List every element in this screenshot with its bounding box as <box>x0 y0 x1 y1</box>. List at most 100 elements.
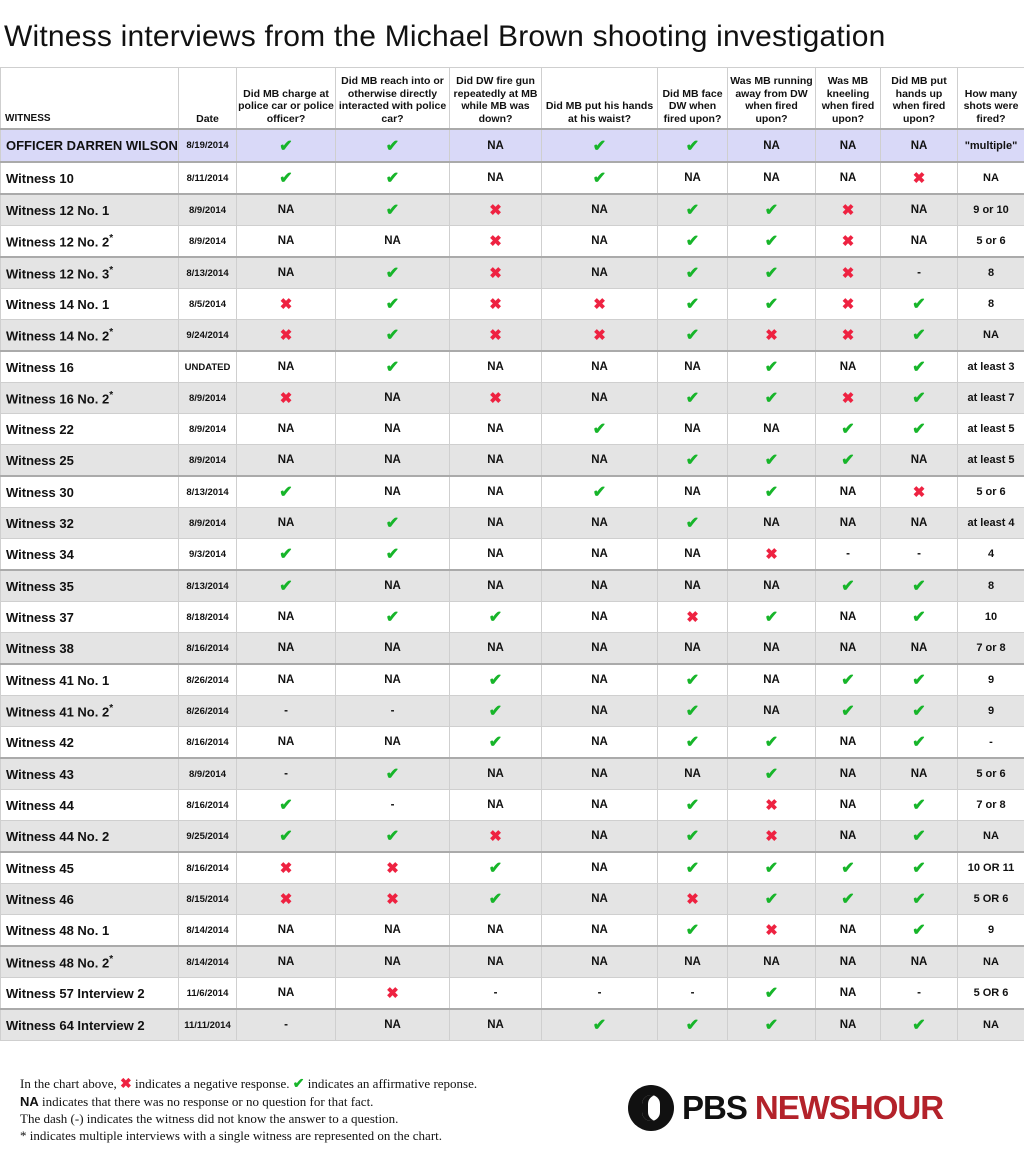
witness-name: Witness 12 No. 2* <box>0 225 179 258</box>
response-cell: - <box>880 256 958 289</box>
check-icon: ✔ <box>880 601 958 633</box>
response-cell: NA <box>449 128 542 163</box>
header-charge: Did MB charge at police car or police of… <box>236 67 336 130</box>
response-cell: NA <box>541 757 658 790</box>
response-cell: NA <box>236 945 336 978</box>
response-cell: NA <box>236 413 336 445</box>
interview-date: 9/25/2014 <box>178 820 237 853</box>
response-cell: NA <box>541 632 658 665</box>
response-cell: NA <box>727 695 816 727</box>
witness-name: Witness 41 No. 2* <box>0 695 179 727</box>
x-icon: ✖ <box>815 225 881 258</box>
check-icon: ✔ <box>449 851 542 884</box>
response-cell: NA <box>657 475 728 508</box>
response-cell: NA <box>541 256 658 289</box>
witness-name: Witness 16 No. 2* <box>0 382 179 414</box>
response-cell: NA <box>449 538 542 571</box>
x-icon: ✖ <box>815 319 881 352</box>
check-icon: ✔ <box>880 382 958 414</box>
header-date: Date <box>178 67 237 130</box>
table-row: Witness 44 No. 2 9/25/2014 ✔ ✔ ✖ NA ✔ ✖ NA ✔ NA <box>0 820 1024 853</box>
interview-date: 8/14/2014 <box>178 945 237 978</box>
asterisk: * <box>109 264 114 276</box>
witness-name: Witness 22 <box>0 413 179 445</box>
response-cell: NA <box>880 507 958 539</box>
check-icon: ✔ <box>335 601 450 633</box>
x-icon: ✖ <box>449 820 542 853</box>
interview-date: 8/9/2014 <box>178 382 237 414</box>
response-cell: NA <box>449 1008 542 1041</box>
check-icon: ✔ <box>657 851 728 884</box>
x-icon: ✖ <box>815 288 881 320</box>
shots-fired: 9 <box>957 663 1024 696</box>
response-cell: NA <box>727 663 816 696</box>
table-row: Witness 38 8/16/2014 NA NA NA NA NA NA NA NA 7 or … <box>0 632 1024 665</box>
interview-date: 8/9/2014 <box>178 507 237 539</box>
witness-name: Witness 30 <box>0 475 179 508</box>
check-icon: ✔ <box>880 1008 958 1041</box>
legend: In the chart above, ✖ indicates a negati… <box>20 1075 477 1144</box>
table-row: Witness 57 Interview 2 11/6/2014 NA ✖ - - - ✔ NA… <box>0 977 1024 1010</box>
header-fire-while-down: Did DW fire gun repeatedly at MB while M… <box>449 67 542 130</box>
witness-name: Witness 46 <box>0 883 179 915</box>
table-row: Witness 43 8/9/2014- ✔ NA NA NA ✔ NA NA 5 or 6 <box>0 757 1024 790</box>
response-cell: NA <box>880 632 958 665</box>
check-icon: ✔ <box>657 507 728 539</box>
table-row: Witness 16 UNDATED NA ✔ NA NA NA ✔ NA ✔ at least 3 <box>0 350 1024 383</box>
shots-fired: 5 or 6 <box>957 757 1024 790</box>
table-row: Witness 46 8/15/2014 ✖ ✖ ✔ NA ✖ ✔ ✔ ✔ 5 OR 6 <box>0 883 1024 915</box>
witness-name: Witness 43 <box>0 757 179 790</box>
response-cell: - <box>541 977 658 1010</box>
check-icon: ✔ <box>449 663 542 696</box>
response-cell: NA <box>657 757 728 790</box>
check-icon: ✔ <box>727 757 816 790</box>
check-icon: ✔ <box>236 538 336 571</box>
interview-date: 8/19/2014 <box>178 128 237 163</box>
shots-fired: 5 OR 6 <box>957 977 1024 1010</box>
x-icon: ✖ <box>815 193 881 226</box>
check-icon: ✔ <box>657 193 728 226</box>
response-cell: - <box>449 977 542 1010</box>
shots-fired: 5 OR 6 <box>957 883 1024 915</box>
check-icon: ✔ <box>541 413 658 445</box>
x-icon: ✖ <box>727 789 816 821</box>
header-hands-at-waist: Did MB put his hands at his waist? <box>541 67 658 130</box>
check-icon: ✔ <box>880 569 958 602</box>
response-cell: NA <box>815 161 881 195</box>
check-icon: ✔ <box>335 288 450 320</box>
response-cell: NA <box>541 820 658 853</box>
witness-name: Witness 14 No. 1 <box>0 288 179 320</box>
header-reach-into-car: Did MB reach into or otherwise directly … <box>335 67 450 130</box>
table-row: Witness 12 No. 2* 8/9/2014 NA NA ✖ NA ✔ ✔ ✖ NA 5 o… <box>0 225 1024 258</box>
response-cell: NA <box>815 789 881 821</box>
response-cell: NA <box>449 350 542 383</box>
shots-fired: NA <box>957 945 1024 978</box>
shots-fired: 10 OR 11 <box>957 851 1024 884</box>
response-cell: - <box>236 695 336 727</box>
check-icon: ✔ <box>880 663 958 696</box>
witness-name: Witness 16 <box>0 350 179 383</box>
check-icon: ✔ <box>236 789 336 821</box>
check-icon: ✔ <box>335 319 450 352</box>
response-cell: - <box>815 538 881 571</box>
response-cell: NA <box>727 507 816 539</box>
check-icon: ✔ <box>335 507 450 539</box>
witness-name: Witness 12 No. 3* <box>0 256 179 289</box>
table-row: Witness 14 No. 1 8/5/2014 ✖ ✔ ✖ ✖ ✔ ✔ ✖ ✔ 8 <box>0 288 1024 320</box>
check-icon: ✔ <box>449 601 542 633</box>
table-row: Witness 41 No. 2* 8/26/2014- - ✔ NA ✔ NA ✔ ✔ 9 <box>0 695 1024 727</box>
response-cell: NA <box>815 128 881 163</box>
table-row: Witness 30 8/13/2014 ✔ NA NA ✔ NA ✔ NA ✖ 5 or 6 <box>0 475 1024 508</box>
table-row: Witness 35 8/13/2014 ✔ NA NA NA NA NA ✔ ✔ 8 <box>0 569 1024 602</box>
response-cell: NA <box>236 663 336 696</box>
check-icon: ✔ <box>727 256 816 289</box>
check-icon: ✔ <box>657 288 728 320</box>
shots-fired: at least 4 <box>957 507 1024 539</box>
check-icon: ✔ <box>880 319 958 352</box>
response-cell: NA <box>449 569 542 602</box>
interview-date: 8/11/2014 <box>178 161 237 195</box>
x-icon: ✖ <box>541 288 658 320</box>
response-cell: NA <box>815 632 881 665</box>
response-cell: NA <box>541 507 658 539</box>
interview-date: 8/16/2014 <box>178 789 237 821</box>
